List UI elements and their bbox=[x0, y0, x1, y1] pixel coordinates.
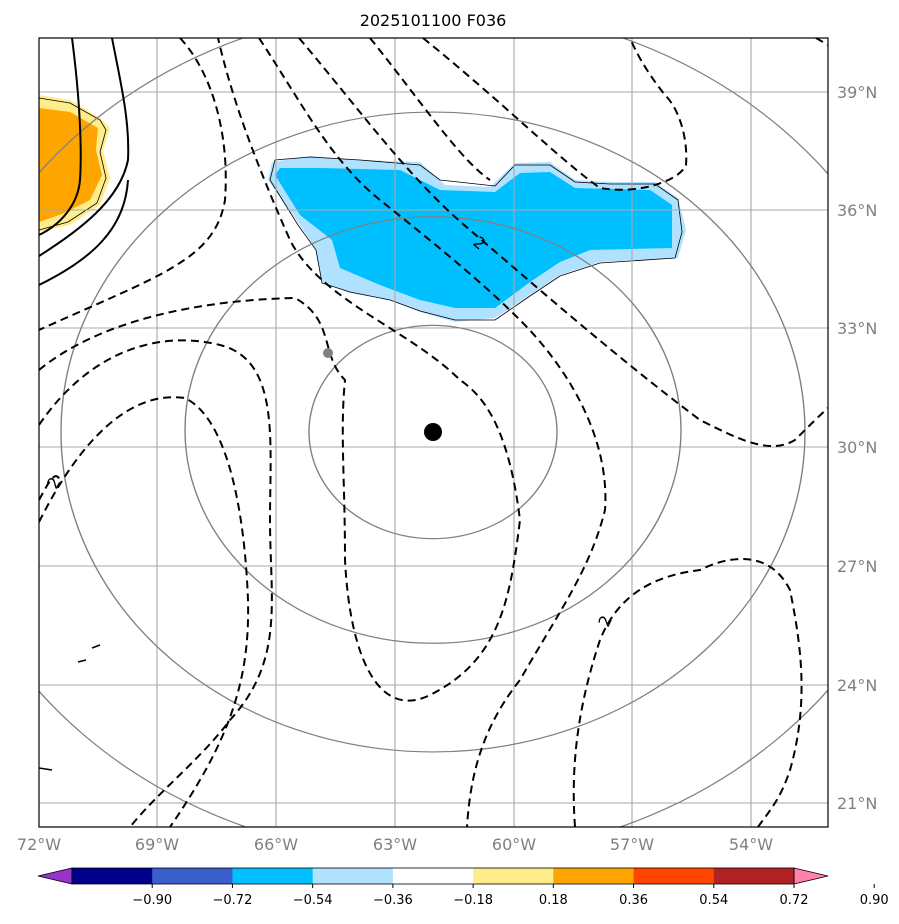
negative-anomaly-inner-fill bbox=[275, 168, 672, 308]
map-plot-area bbox=[39, 38, 828, 827]
dashed-contour-3 bbox=[39, 339, 273, 827]
colorbar-tick-label: 0.54 bbox=[699, 893, 728, 908]
solid-contour-3 bbox=[39, 38, 82, 236]
lon-label-69: 69°W bbox=[135, 835, 179, 854]
lon-label-60: 60°W bbox=[492, 835, 536, 854]
colorbar-tick-label: 0.36 bbox=[619, 893, 648, 908]
dashed-contours bbox=[39, 38, 828, 827]
lat-label-39: 39°N bbox=[837, 83, 877, 102]
dashed-contour-7 bbox=[422, 38, 688, 191]
plot-border bbox=[38, 37, 829, 828]
colorbar-tick-label: −0.18 bbox=[453, 893, 493, 908]
colorbar-tick-label: −0.36 bbox=[373, 893, 413, 908]
colorbar-extend-high bbox=[793, 867, 829, 885]
colorbar-tick-label: 0.18 bbox=[539, 893, 568, 908]
negative-anomaly-outline bbox=[269, 156, 683, 321]
dashed-contour-4 bbox=[39, 396, 250, 827]
lon-label-72: 72°W bbox=[17, 835, 61, 854]
colorbar-segment bbox=[553, 868, 635, 884]
colorbar-extend-low bbox=[37, 867, 73, 885]
dashed-contour-6 bbox=[298, 38, 828, 448]
lon-label-57: 57°W bbox=[610, 835, 654, 854]
colorbar-segment bbox=[713, 868, 795, 884]
lat-label-21: 21°N bbox=[837, 794, 877, 813]
dashed-contour-1 bbox=[39, 38, 227, 331]
lon-label-66: 66°W bbox=[254, 835, 298, 854]
colorbar-segment bbox=[72, 868, 153, 884]
colorbar: −0.90 −0.72 −0.54 −0.36 −0.18 0.18 0.36 0.54 0.7… bbox=[37, 867, 889, 908]
colorbar-tick-label: 0.90 bbox=[860, 893, 889, 908]
contour-label-3: 2 bbox=[594, 612, 616, 629]
range-ring-4 bbox=[39, 38, 828, 827]
solid-contours bbox=[39, 38, 130, 286]
solid-contour-1 bbox=[39, 38, 130, 257]
dashed-contour-9 bbox=[572, 558, 803, 827]
latitude-labels: 39°N 36°N 33°N 30°N 27°N 24°N 21°N bbox=[837, 83, 877, 813]
graticule bbox=[39, 38, 828, 827]
dashed-contour-10 bbox=[815, 38, 828, 46]
storm-center-marker bbox=[424, 423, 442, 441]
colorbar-segment bbox=[473, 868, 554, 884]
colorbar-frame bbox=[71, 867, 795, 885]
coastline-fragment-1 bbox=[77, 644, 101, 663]
colorbar-tick-label: −0.90 bbox=[132, 893, 172, 908]
range-rings bbox=[39, 38, 828, 827]
positive-anomaly-inner-fill bbox=[39, 108, 102, 222]
dashed-contour-5 bbox=[258, 38, 607, 827]
lat-label-24: 24°N bbox=[837, 676, 877, 695]
dashed-contour-2 bbox=[39, 38, 522, 702]
lat-label-27: 27°N bbox=[837, 557, 877, 576]
lon-label-63: 63°W bbox=[373, 835, 417, 854]
solid-contour-2 bbox=[39, 179, 129, 286]
dashed-contour-8 bbox=[369, 38, 491, 181]
lon-label-54: 54°W bbox=[729, 835, 773, 854]
lat-label-36: 36°N bbox=[837, 201, 877, 220]
colorbar-segment bbox=[392, 868, 474, 884]
range-ring-2 bbox=[184, 216, 682, 644]
colorbar-segment bbox=[152, 868, 233, 884]
range-ring-1 bbox=[308, 324, 558, 540]
colorbar-tick-label: 0.72 bbox=[780, 893, 809, 908]
coastline-fragment-2 bbox=[39, 767, 53, 771]
colorbar-segment bbox=[232, 868, 314, 884]
dashed-contour-11 bbox=[39, 475, 61, 501]
figure-title: 2025101100 F036 bbox=[360, 11, 507, 30]
lat-label-33: 33°N bbox=[837, 319, 877, 338]
colorbar-segment bbox=[312, 868, 394, 884]
longitude-labels: 72°W 69°W 66°W 63°W 60°W 57°W 54°W bbox=[17, 835, 773, 854]
small-island-marker bbox=[323, 348, 333, 358]
colorbar-tick-label: −0.54 bbox=[293, 893, 333, 908]
lat-label-30: 30°N bbox=[837, 438, 877, 457]
colorbar-segment bbox=[633, 868, 715, 884]
colorbar-tick-label: −0.72 bbox=[213, 893, 253, 908]
range-ring-3 bbox=[60, 111, 806, 753]
